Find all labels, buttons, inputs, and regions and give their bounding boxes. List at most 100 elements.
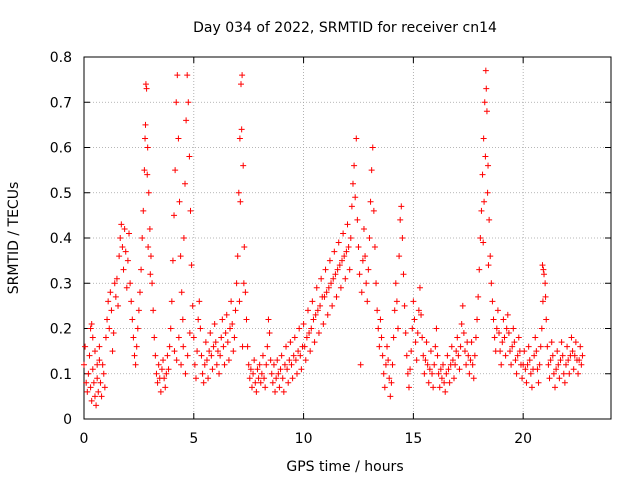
data-point xyxy=(379,352,386,359)
data-point xyxy=(391,307,398,314)
data-point xyxy=(306,330,313,337)
data-point xyxy=(332,271,339,278)
data-point xyxy=(89,366,96,373)
data-point xyxy=(326,257,333,264)
data-point xyxy=(229,320,236,327)
data-point xyxy=(180,343,187,350)
data-point xyxy=(88,320,95,327)
data-point xyxy=(342,275,349,282)
data-point xyxy=(421,370,428,377)
data-point xyxy=(390,334,397,341)
data-point xyxy=(487,253,494,260)
data-point xyxy=(238,81,245,88)
data-point xyxy=(366,235,373,241)
data-point xyxy=(531,352,538,359)
data-point xyxy=(178,361,185,368)
data-point xyxy=(272,388,279,395)
data-point xyxy=(478,207,485,214)
data-point xyxy=(514,352,521,359)
data-point xyxy=(186,330,193,337)
data-point xyxy=(274,357,281,364)
data-point xyxy=(387,393,394,400)
data-point xyxy=(310,316,317,323)
data-point xyxy=(296,325,303,332)
data-point xyxy=(368,167,375,174)
data-point xyxy=(213,361,220,368)
data-point xyxy=(298,366,305,373)
data-point xyxy=(536,361,543,368)
data-point xyxy=(95,388,102,395)
data-point xyxy=(539,262,546,269)
data-point xyxy=(289,375,296,382)
data-point xyxy=(116,253,123,260)
data-point xyxy=(127,280,134,287)
data-point xyxy=(503,325,510,332)
data-point xyxy=(497,348,504,355)
data-point xyxy=(225,357,232,364)
data-point xyxy=(360,225,367,232)
data-point xyxy=(474,316,481,323)
data-point xyxy=(328,280,335,287)
data-point xyxy=(565,357,572,364)
data-point xyxy=(265,316,272,323)
data-point xyxy=(485,262,492,269)
data-point xyxy=(354,216,361,223)
data-point xyxy=(457,343,464,350)
y-tick-label: 0.4 xyxy=(50,231,72,247)
data-point xyxy=(239,343,246,350)
data-point xyxy=(236,135,243,142)
data-point xyxy=(246,375,253,382)
data-point xyxy=(423,339,430,346)
data-point xyxy=(145,244,152,251)
data-point xyxy=(131,352,138,359)
data-point xyxy=(238,126,245,133)
data-point xyxy=(411,316,418,323)
data-point xyxy=(147,271,154,278)
data-point xyxy=(98,393,105,400)
data-point xyxy=(91,348,98,355)
data-point xyxy=(129,316,136,323)
data-point xyxy=(429,370,436,377)
data-point xyxy=(313,284,320,291)
data-point xyxy=(160,357,167,364)
data-point xyxy=(502,352,509,359)
data-point xyxy=(456,366,463,373)
data-point xyxy=(222,330,229,337)
data-point xyxy=(369,144,376,151)
data-point xyxy=(82,343,89,350)
data-point xyxy=(314,307,321,314)
data-point xyxy=(538,325,545,332)
data-points xyxy=(81,67,586,409)
data-point xyxy=(525,343,532,350)
data-point xyxy=(481,99,488,106)
data-point xyxy=(266,330,273,337)
data-point xyxy=(182,180,189,187)
y-tick-label: 0.5 xyxy=(50,186,72,202)
data-point xyxy=(240,162,247,169)
data-point xyxy=(203,357,210,364)
data-point xyxy=(243,316,250,323)
data-point xyxy=(433,325,440,332)
data-point xyxy=(482,67,489,74)
data-point xyxy=(259,352,266,359)
data-point xyxy=(122,248,129,255)
data-point xyxy=(446,379,453,386)
data-point xyxy=(511,339,518,346)
data-point xyxy=(420,352,427,359)
data-point xyxy=(173,357,180,364)
data-point xyxy=(541,271,548,278)
data-point xyxy=(345,244,352,251)
data-point xyxy=(140,207,147,214)
data-point xyxy=(358,289,365,296)
data-point xyxy=(540,266,547,273)
data-point xyxy=(519,375,526,382)
axis-ticks: 0 0.1 0.2 0.3 0.4 0.5 0.6 0.7 0.8 0 5 10 15 20 xyxy=(50,50,611,447)
data-point xyxy=(311,339,318,346)
x-tick-label: 5 xyxy=(189,431,198,447)
data-point xyxy=(499,339,506,346)
data-point xyxy=(405,384,412,391)
data-point xyxy=(470,375,477,382)
data-point xyxy=(552,384,559,391)
data-point xyxy=(577,343,584,350)
